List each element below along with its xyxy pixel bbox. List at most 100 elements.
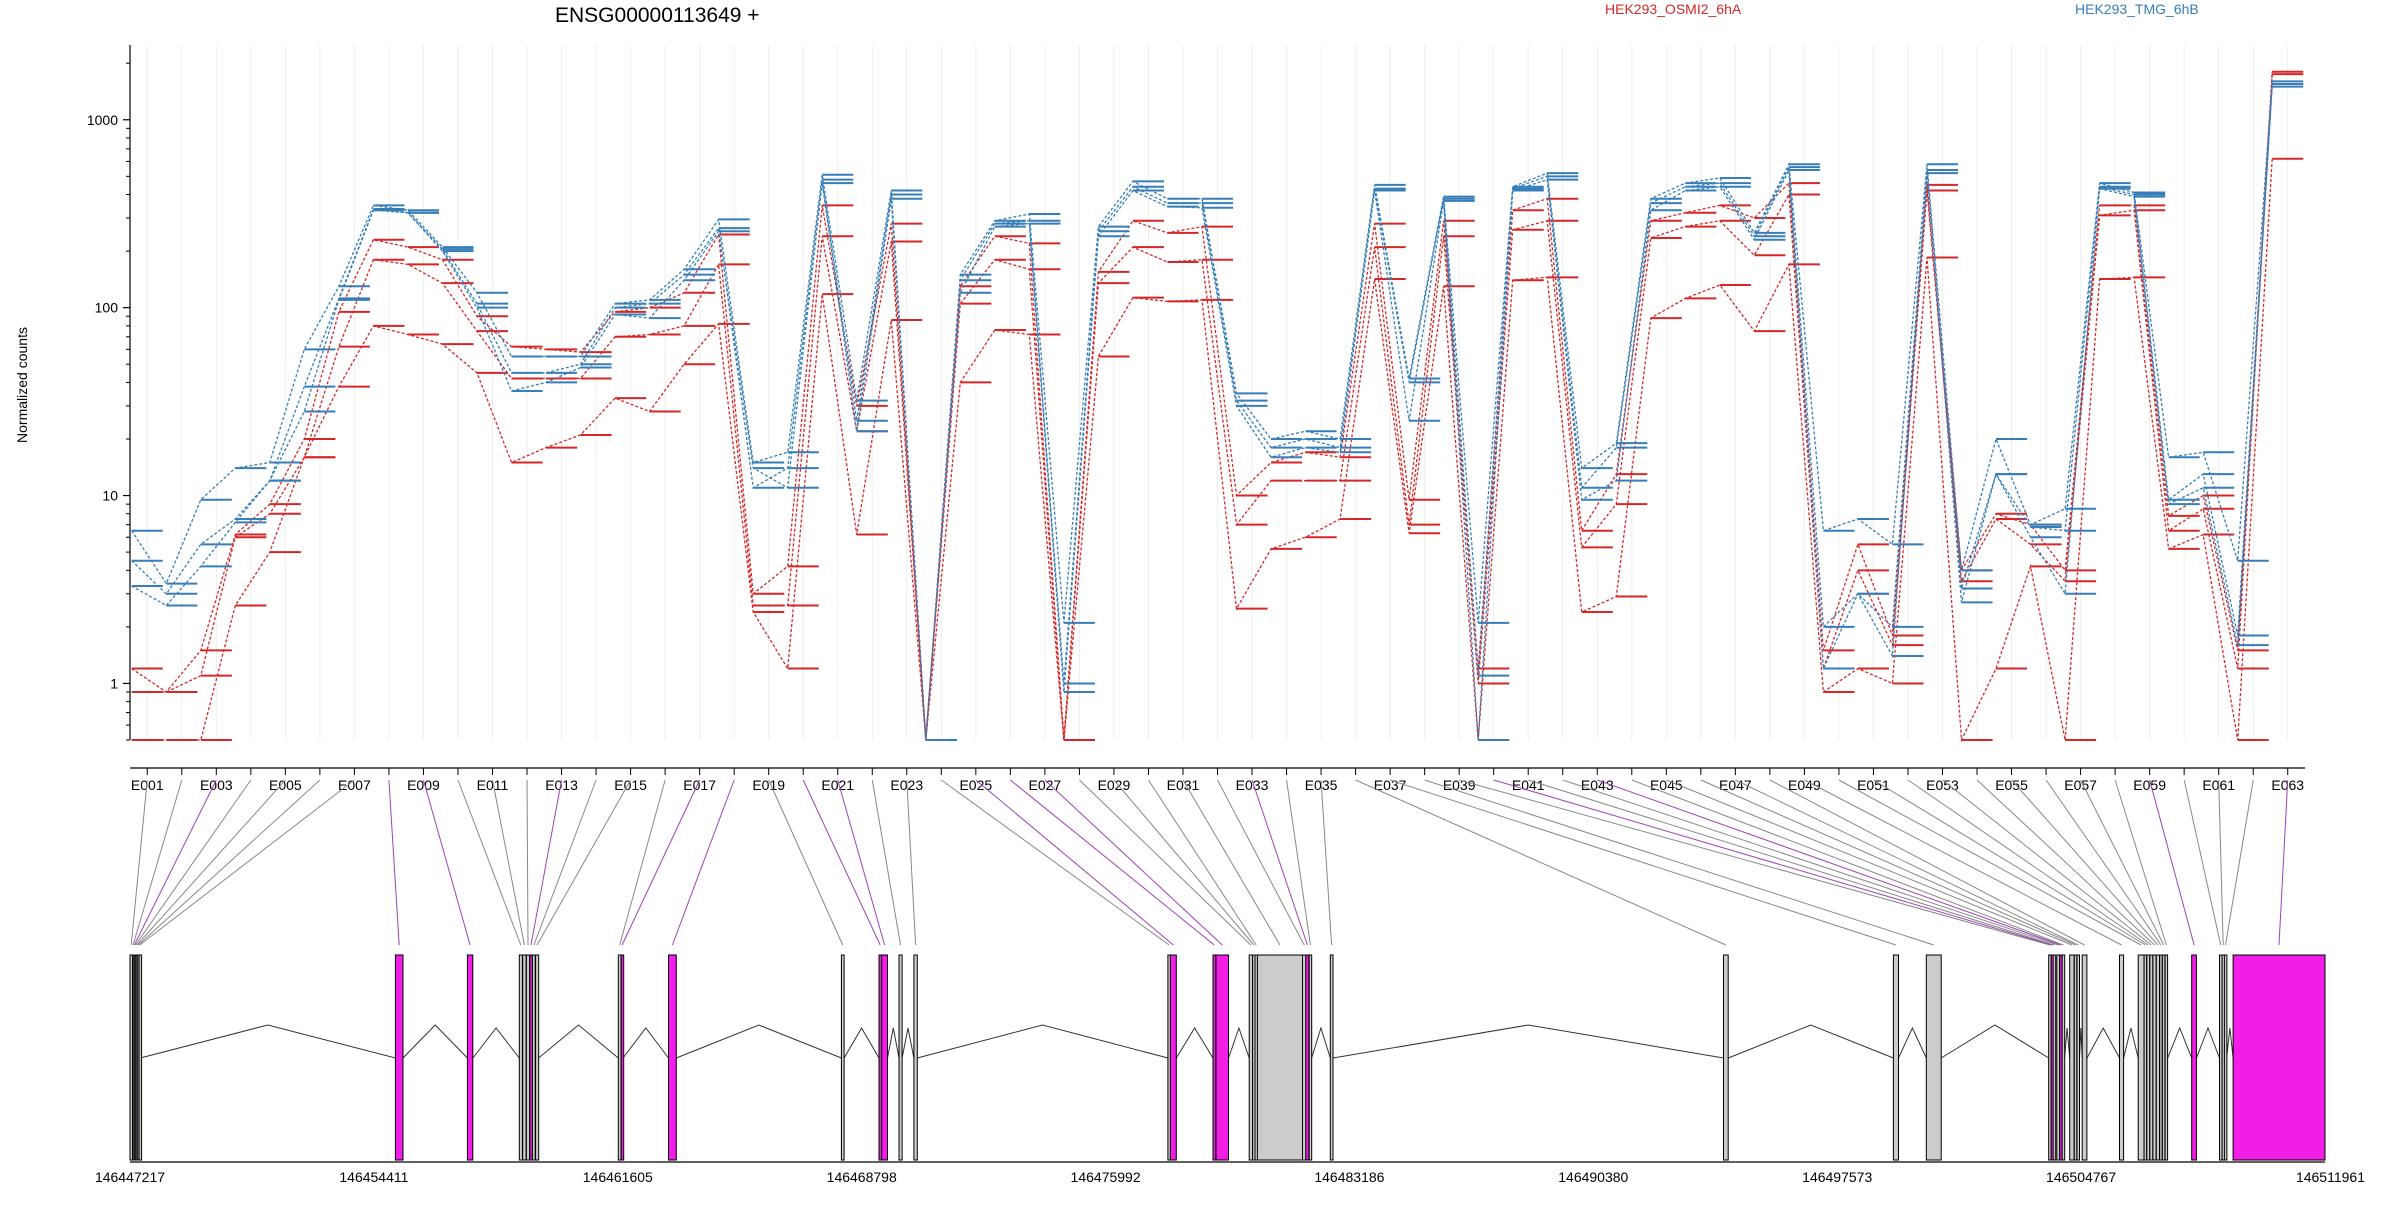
series-connector-1 (131, 71, 2273, 741)
exon-box-e051 (2143, 954, 2148, 1161)
connector-e031 (1182, 779, 1281, 946)
coordinate-label-7: 146497573 (1802, 1169, 1872, 1185)
exon-box-e015 (535, 954, 540, 1161)
exon-label-e051: E051 (1857, 777, 1890, 793)
exon-box-e021 (881, 954, 889, 1161)
exon-box-e007 (138, 954, 143, 1161)
connector-e023 (906, 779, 917, 946)
exon-label-e003: E003 (200, 777, 233, 793)
connector-e028 (1079, 779, 1252, 946)
connector-e010 (457, 779, 522, 946)
exon-box-e035 (1329, 954, 1334, 1161)
connector-e034 (1286, 779, 1311, 946)
exon-box-e019 (840, 954, 845, 1161)
connector-e041 (1528, 779, 2055, 946)
exon-box-e028 (1248, 954, 1254, 1161)
exon-box-e027 (1215, 954, 1229, 1161)
exon-box-e012 (525, 954, 531, 1161)
connector-e043 (1597, 779, 2062, 946)
exon-box-e022 (898, 954, 903, 1161)
exon-box-e063 (2232, 954, 2326, 1161)
connector-e062 (2225, 779, 2254, 946)
connector-e044 (1631, 779, 2064, 946)
exon-label-e045: E045 (1650, 777, 1683, 793)
exon-label-e017: E017 (683, 777, 716, 793)
exon-label-e033: E033 (1236, 777, 1269, 793)
connector-e059 (2149, 779, 2195, 946)
exon-box-e054 (2152, 954, 2157, 1161)
exon-box-e049 (2119, 954, 2125, 1161)
intron-15 (538, 1024, 619, 1059)
exon-box-e052 (2146, 954, 2151, 1161)
connector-e007 (139, 779, 355, 946)
connector-e060 (2183, 779, 2222, 946)
intron-21 (887, 1027, 900, 1059)
connector-e040 (1493, 779, 2053, 946)
connector-e053 (1942, 779, 2152, 946)
connector-e046 (1700, 779, 2076, 946)
connector-e050 (1838, 779, 2142, 946)
connector-e035 (1320, 779, 1333, 946)
exon-box-e037 (1892, 954, 1900, 1161)
connector-e063 (2278, 779, 2289, 946)
exon-label-e019: E019 (752, 777, 785, 793)
coordinate-label-8: 146504767 (2046, 1169, 2116, 1185)
exon-box-e010 (518, 954, 523, 1161)
exon-box-e038 (1925, 954, 1942, 1161)
connector-e048 (1769, 779, 2085, 946)
intron-25 (1175, 1027, 1214, 1059)
intron-19 (843, 1027, 880, 1059)
exon-label-e047: E047 (1719, 777, 1752, 793)
exon-label-e049: E049 (1788, 777, 1821, 793)
intron-58 (2167, 1026, 2193, 1059)
y-tick-label-1: 1 (110, 675, 118, 691)
connector-e030 (1148, 779, 1257, 946)
y-tick-label-10: 10 (102, 488, 118, 504)
coordinate-label-9: 146511961 (2296, 1169, 2365, 1185)
exon-label-e031: E031 (1167, 777, 1200, 793)
exon-box-e042 (2056, 954, 2061, 1161)
intron-17 (622, 1027, 669, 1059)
connector-e017 (621, 779, 701, 946)
intron-27 (1228, 1026, 1250, 1059)
exon-box-e055 (2155, 954, 2161, 1161)
exon-box-e014 (532, 954, 536, 1161)
connector-e004 (135, 779, 252, 946)
coordinate-label-5: 146483186 (1314, 1169, 1384, 1185)
connector-e019 (768, 779, 844, 946)
coordinate-label-2: 146461605 (583, 1169, 653, 1185)
exon-box-e026 (1212, 954, 1217, 1161)
coordinate-label-3: 146468798 (827, 1169, 897, 1185)
intron-48 (2086, 1026, 2120, 1059)
connector-e026 (1010, 779, 1215, 946)
exon-box-e056 (2159, 954, 2163, 1161)
intron-44 (2064, 1027, 2071, 1059)
connector-e003 (133, 779, 217, 946)
connector-e027 (1044, 779, 1223, 946)
intron-62 (2226, 1027, 2234, 1059)
y-tick-label-100: 100 (95, 300, 119, 316)
exon-label-e011: E011 (477, 777, 509, 793)
connector-e013 (530, 779, 563, 946)
connector-e015 (536, 779, 632, 946)
exon-label-e037: E037 (1374, 777, 1407, 793)
exon-box-e020 (878, 954, 882, 1161)
exon-box-e044 (2061, 954, 2066, 1161)
series-connector-2 (131, 74, 2273, 741)
connector-e021 (837, 779, 886, 946)
exon-label-e001: E001 (131, 777, 164, 793)
y-axis-label: Normalized counts (14, 327, 30, 443)
exon-label-e059: E059 (2133, 777, 2166, 793)
exon-box-e036 (1723, 954, 1729, 1161)
exon-label-e053: E053 (1926, 777, 1959, 793)
connector-e055 (2011, 779, 2159, 946)
exon-label-e013: E013 (545, 777, 578, 793)
intron-49 (2123, 1027, 2139, 1059)
connector-e049 (1804, 779, 2122, 946)
intron-37 (1898, 1026, 1927, 1059)
connector-e001 (130, 779, 148, 946)
connector-e002 (132, 779, 183, 946)
exon-connectors (130, 779, 2289, 946)
connector-e045 (1666, 779, 2073, 946)
exon-label-e005: E005 (269, 777, 302, 793)
